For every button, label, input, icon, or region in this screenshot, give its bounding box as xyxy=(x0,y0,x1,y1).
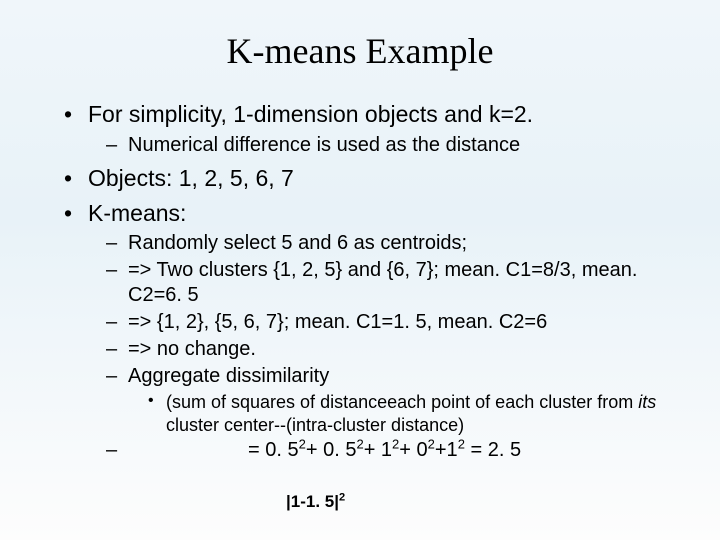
bullet-text: => no change. xyxy=(128,338,256,360)
bullet-step-clusters2: => {1, 2}, {5, 6, 7}; mean. C1=1. 5, mea… xyxy=(106,310,680,335)
equation: = 0. 52+ 0. 52+ 12+ 02+12 = 2. 5 xyxy=(128,439,521,461)
bullet-step-random: Randomly select 5 and 6 as centroids; xyxy=(106,231,680,256)
bullet-text: K-means: xyxy=(88,200,186,226)
bullet-text: Aggregate dissimilarity xyxy=(128,365,329,387)
bullet-equation-line: = 0. 52+ 0. 52+ 12+ 02+12 = 2. 5 xyxy=(106,438,680,463)
slide-title: K-means Example xyxy=(40,30,680,72)
bullet-list: For simplicity, 1-dimension objects and … xyxy=(64,100,680,463)
bullet-step-clusters1: => Two clusters {1, 2, 5} and {6, 7}; me… xyxy=(106,258,680,308)
bullet-text-its: its xyxy=(638,392,656,412)
bullet-objects: Objects: 1, 2, 5, 6, 7 xyxy=(64,164,680,193)
bullet-aggregate: Aggregate dissimilarity (sum of squares … xyxy=(106,364,680,436)
bullet-simplicity: For simplicity, 1-dimension objects and … xyxy=(64,100,680,158)
bullet-step-nochange: => no change. xyxy=(106,337,680,362)
bullet-text: => {1, 2}, {5, 6, 7}; mean. C1=1. 5, mea… xyxy=(128,311,547,333)
bullet-kmeans: K-means: Randomly select 5 and 6 as cent… xyxy=(64,199,680,464)
bullet-sum-squares: (sum of squares of distanceeach point of… xyxy=(148,391,680,436)
footnote-exp: 2 xyxy=(339,491,345,503)
bullet-text: Objects: 1, 2, 5, 6, 7 xyxy=(88,165,294,191)
footnote-formula: |1-1. 5|2 xyxy=(286,492,345,512)
slide: K-means Example For simplicity, 1-dimens… xyxy=(0,0,720,540)
bullet-text: For simplicity, 1-dimension objects and … xyxy=(88,101,533,127)
bullet-text: => Two clusters {1, 2, 5} and {6, 7}; me… xyxy=(128,259,637,306)
bullet-distance: Numerical difference is used as the dist… xyxy=(106,133,680,158)
bullet-text-part1: (sum of squares of distanceeach point of… xyxy=(166,392,638,412)
bullet-text: Randomly select 5 and 6 as centroids; xyxy=(128,232,467,254)
bullet-text: Numerical difference is used as the dist… xyxy=(128,134,520,156)
footnote-base: |1-1. 5| xyxy=(286,492,339,511)
bullet-text-part2: cluster center--(intra-cluster distance) xyxy=(166,415,464,435)
